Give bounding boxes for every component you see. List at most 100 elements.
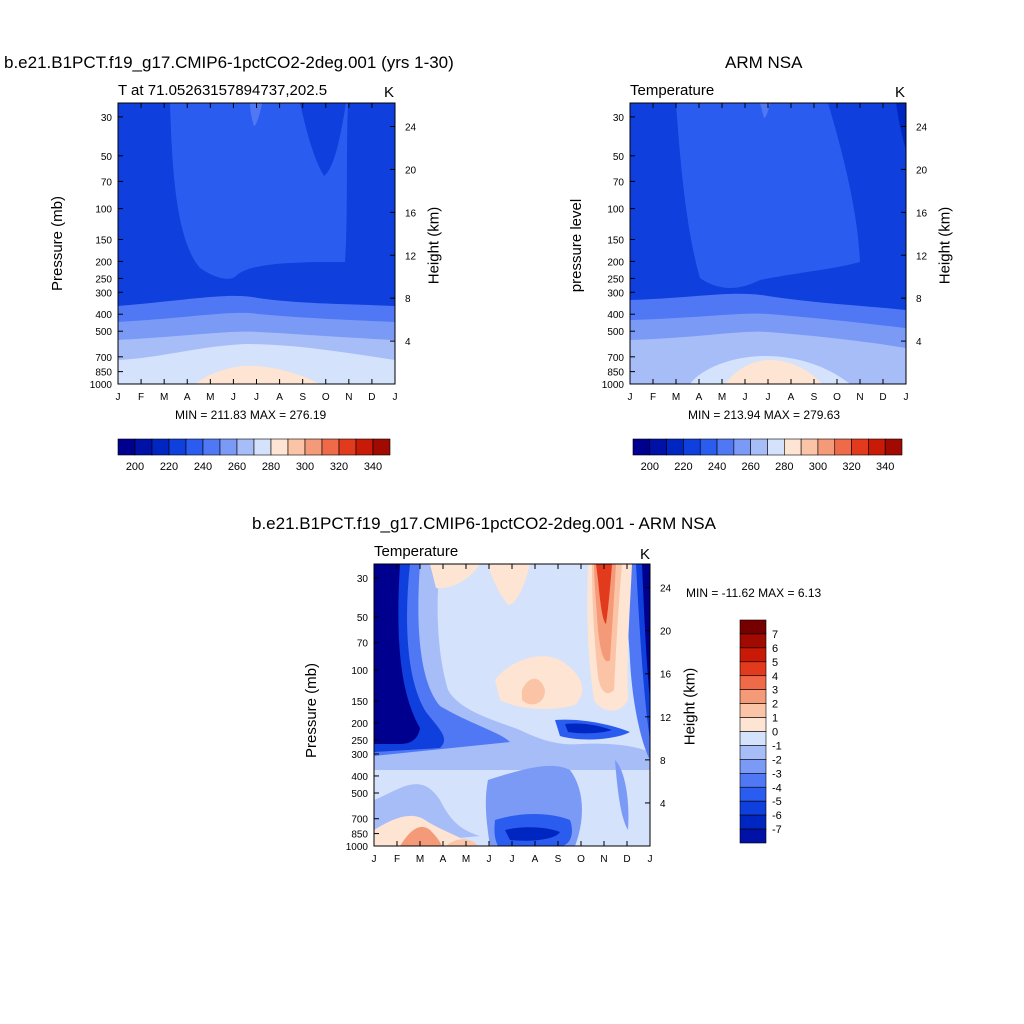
x-tick-label: J bbox=[766, 392, 771, 403]
x-tick-label: O bbox=[577, 854, 585, 865]
panel3-colorbar-box bbox=[739, 745, 767, 760]
panel1-colorbar-box bbox=[321, 438, 340, 456]
panel3-colorbar-label: -4 bbox=[772, 782, 782, 794]
panel2-colorbar-box bbox=[716, 438, 735, 456]
panel1-units: K bbox=[384, 84, 395, 101]
panel2-stats: MIN = 213.94 MAX = 279.63 bbox=[688, 408, 841, 422]
y-tick-label: 150 bbox=[351, 697, 368, 708]
panel3-colorbar-box bbox=[739, 689, 767, 704]
x-tick-label: S bbox=[811, 392, 818, 403]
x-tick-label: S bbox=[555, 854, 562, 865]
x-tick-label: F bbox=[650, 392, 656, 403]
panel2-left-label: Temperature bbox=[630, 82, 715, 99]
panel2-colorbar-box bbox=[834, 438, 852, 456]
x-tick-label: F bbox=[394, 854, 400, 865]
panel2-colorbar-label: 260 bbox=[742, 461, 760, 473]
y2-tick-label: 4 bbox=[660, 799, 666, 810]
y-tick-label: 250 bbox=[351, 736, 368, 747]
panel2-colorbar-box bbox=[649, 438, 667, 456]
x-tick-label: A bbox=[440, 854, 447, 865]
panel2-colorbar-label: 240 bbox=[708, 461, 726, 473]
panel3-colorbar-label: 7 bbox=[772, 629, 778, 641]
panel3-y2label: Height (km) bbox=[681, 667, 699, 746]
y-tick-label: 150 bbox=[607, 235, 624, 246]
y2-tick-label: 20 bbox=[660, 627, 672, 638]
y2-tick-label: 24 bbox=[916, 123, 928, 134]
panel2-colorbar-box bbox=[733, 438, 751, 456]
y2-tick-label: 12 bbox=[916, 251, 928, 262]
y-tick-label: 700 bbox=[351, 815, 368, 826]
y-tick-label: 70 bbox=[357, 639, 369, 650]
x-tick-label: N bbox=[856, 392, 863, 403]
panel2-colorbar-box bbox=[632, 438, 651, 456]
panel2-colorbar-box bbox=[851, 438, 869, 456]
panel2-colorbar-box bbox=[784, 438, 802, 456]
y-tick-label: 250 bbox=[95, 274, 112, 285]
panel3-colorbar-label: -5 bbox=[772, 796, 782, 808]
panel3-title: b.e21.B1PCT.f19_g17.CMIP6-1pctCO2-2deg.0… bbox=[252, 514, 716, 533]
panel3-units: K bbox=[640, 546, 651, 563]
panel3-colorbar-box bbox=[739, 759, 767, 774]
x-tick-label: O bbox=[322, 392, 330, 403]
y2-tick-label: 20 bbox=[916, 165, 928, 176]
x-tick-label: J bbox=[743, 392, 748, 403]
panel3-colorbar-box bbox=[739, 675, 767, 690]
y-tick-label: 50 bbox=[613, 152, 625, 163]
x-tick-label: A bbox=[696, 392, 703, 403]
panel3-colorbar-label: 1 bbox=[772, 713, 778, 725]
panel1-colorbar-box bbox=[304, 438, 323, 456]
x-tick-label: N bbox=[600, 854, 607, 865]
y-tick-label: 850 bbox=[95, 368, 112, 379]
y-tick-label: 150 bbox=[95, 235, 112, 246]
panel2-ylabel: pressure level bbox=[568, 198, 586, 293]
panel1-colorbar-label: 220 bbox=[160, 461, 178, 473]
panel2-colorbar-box bbox=[666, 438, 684, 456]
y-tick-label: 70 bbox=[613, 177, 625, 188]
panel2-colorbar-label: 280 bbox=[775, 461, 793, 473]
y-tick-label: 400 bbox=[607, 310, 624, 321]
x-tick-label: J bbox=[393, 392, 398, 403]
y-tick-label: 850 bbox=[351, 830, 368, 841]
panel2-colorbar-box bbox=[800, 438, 819, 456]
y-tick-label: 100 bbox=[95, 205, 112, 216]
x-tick-label: J bbox=[372, 854, 377, 865]
y-tick-label: 1000 bbox=[90, 380, 113, 391]
panel3-colorbar-label: -1 bbox=[772, 740, 782, 752]
panel1-colorbar-label: 320 bbox=[330, 461, 348, 473]
panel2-field bbox=[630, 103, 906, 384]
y-tick-label: 1000 bbox=[602, 380, 625, 391]
panel1-colorbar-box bbox=[338, 438, 357, 456]
y2-tick-label: 8 bbox=[405, 294, 411, 305]
x-tick-label: A bbox=[532, 854, 539, 865]
panel3-ylabel: Pressure (mb) bbox=[303, 662, 321, 759]
panel3-colorbar-label: 5 bbox=[772, 657, 778, 669]
panel2-colorbar-box bbox=[683, 438, 701, 456]
y2-tick-label: 24 bbox=[405, 123, 417, 134]
y2-tick-label: 24 bbox=[660, 584, 672, 595]
y2-tick-label: 16 bbox=[916, 208, 928, 219]
y-tick-label: 700 bbox=[607, 353, 624, 364]
x-tick-label: A bbox=[184, 392, 191, 403]
x-tick-label: J bbox=[628, 392, 633, 403]
y2-tick-label: 8 bbox=[916, 294, 922, 305]
x-tick-label: M bbox=[206, 392, 214, 403]
x-tick-label: D bbox=[623, 854, 630, 865]
y-tick-label: 700 bbox=[95, 353, 112, 364]
x-tick-label: O bbox=[833, 392, 841, 403]
x-tick-label: A bbox=[276, 392, 283, 403]
panel3-colorbar-box bbox=[739, 800, 767, 816]
x-tick-label: M bbox=[416, 854, 424, 865]
y-tick-label: 300 bbox=[351, 750, 368, 761]
panel3-colorbar-label: 3 bbox=[772, 685, 778, 697]
panel2-colorbar-box bbox=[699, 438, 718, 456]
panel2-colorbar-box bbox=[750, 438, 768, 456]
y-tick-label: 200 bbox=[607, 257, 624, 268]
panel1-colorbar-box bbox=[270, 438, 289, 456]
x-tick-label: J bbox=[648, 854, 653, 865]
y2-tick-label: 4 bbox=[405, 337, 411, 348]
panel1-colorbar-box bbox=[219, 438, 238, 456]
panel3-colorbar-label: 0 bbox=[772, 727, 778, 739]
panel1-colorbar-box bbox=[134, 438, 153, 456]
panel1-colorbar-box bbox=[202, 438, 221, 456]
